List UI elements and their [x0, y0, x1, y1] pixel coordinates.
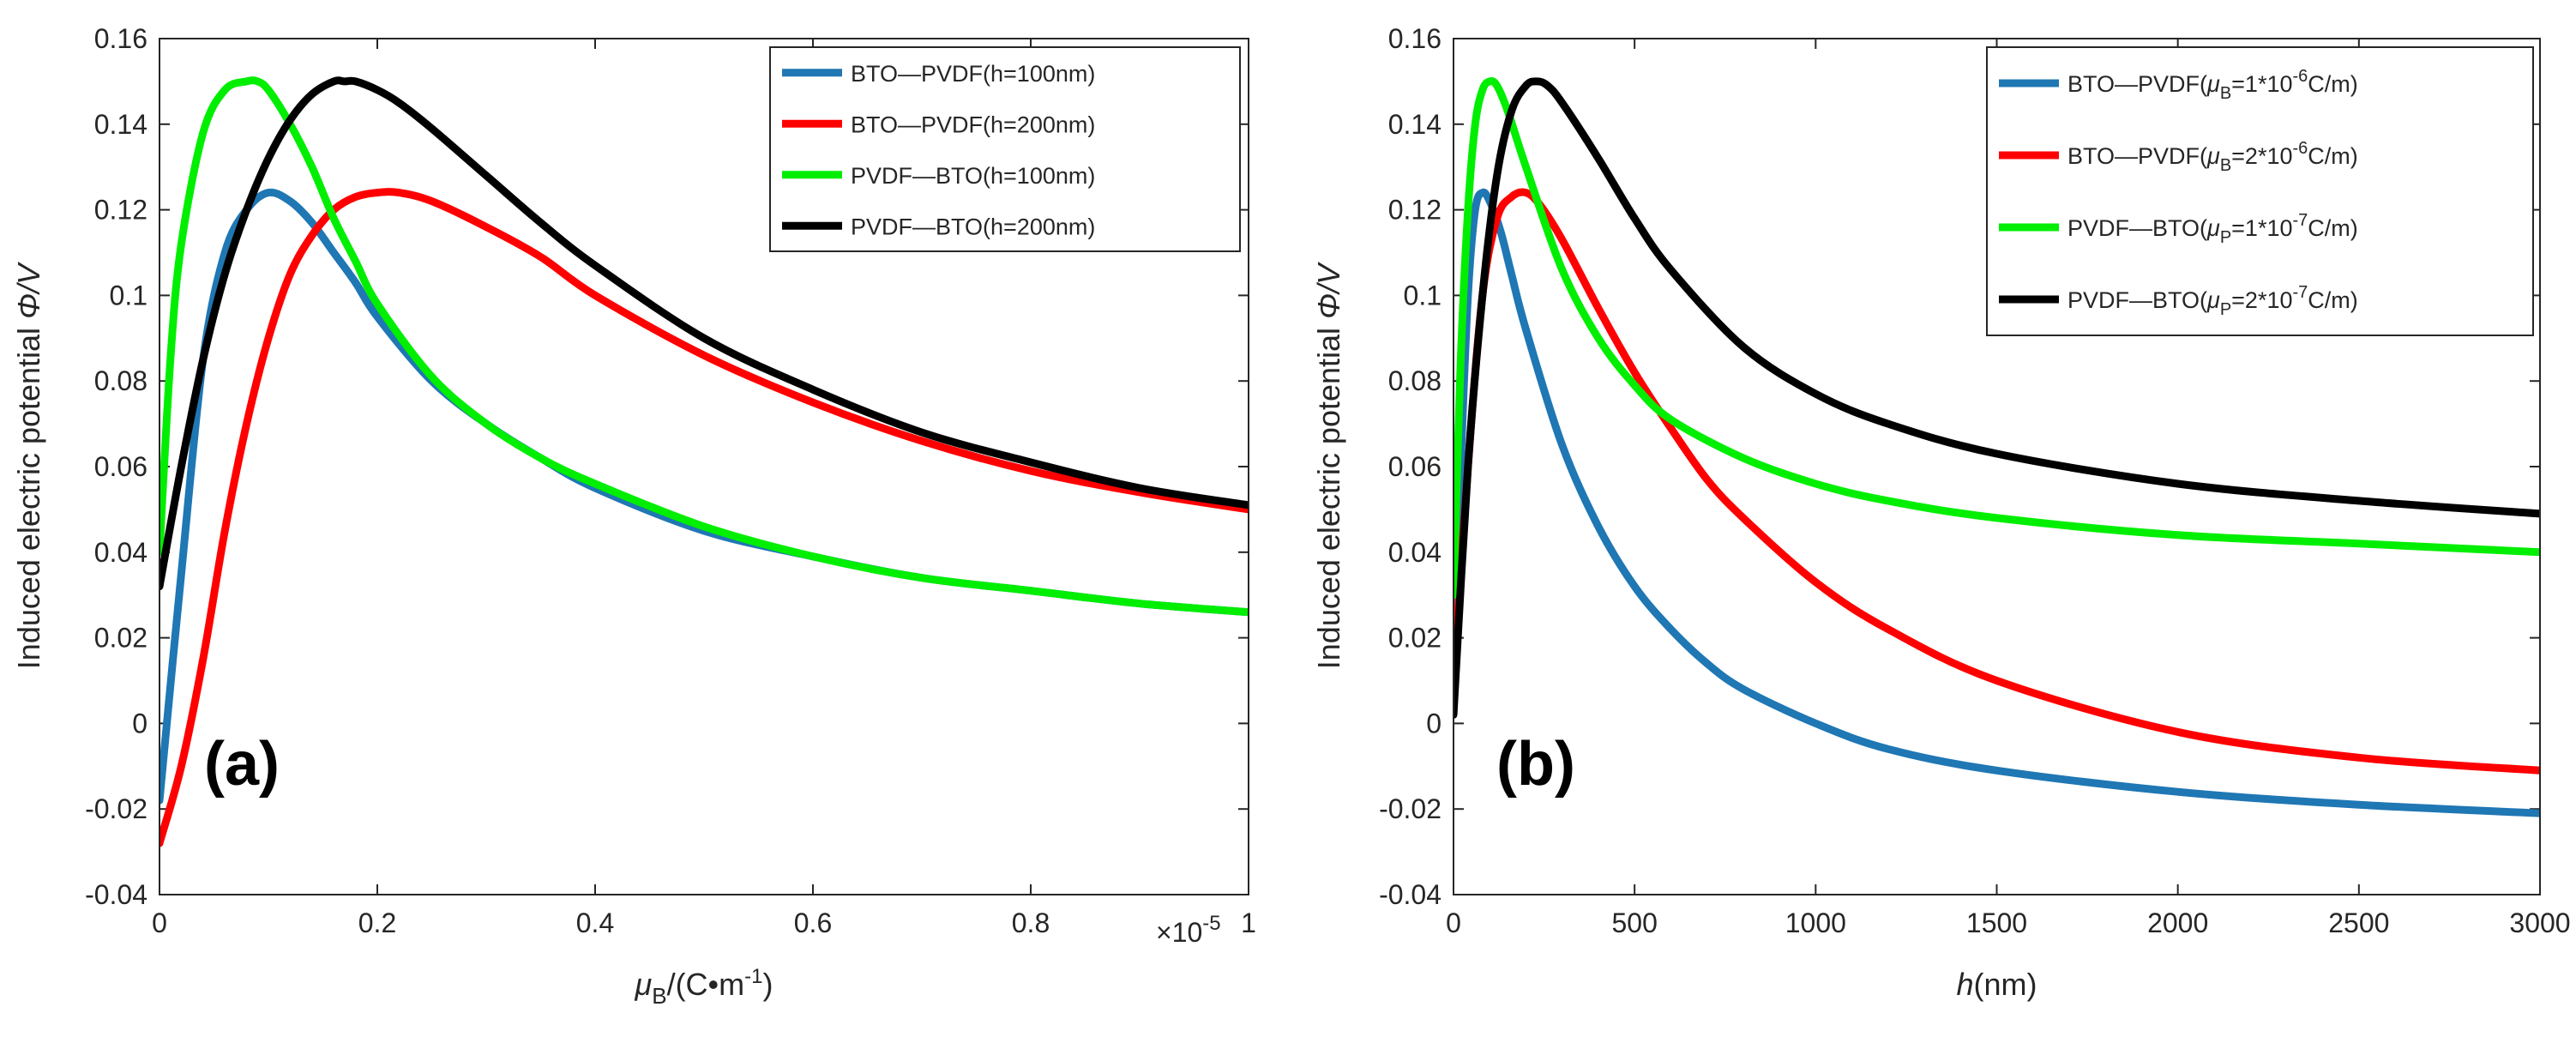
x-tick-label: 3000	[2509, 907, 2570, 938]
legend: BTO—PVDF(h=100nm) BTO—PVDF(h=200nm) PVDF—B…	[769, 46, 1241, 252]
y-tick-label: 0.06	[1388, 451, 1441, 482]
y-axis-label: Induced electric potential Φ/V	[1311, 262, 1346, 669]
y-tick-label: -0.02	[1379, 793, 1441, 824]
y-tick-label: -0.04	[85, 879, 147, 910]
y-tick-label: 0.02	[1388, 623, 1441, 654]
legend-label-1: BTO—PVDF(h=100nm)	[851, 61, 1095, 87]
x-tick-label: 0.6	[794, 907, 832, 938]
y-tick-label: 0.14	[1388, 109, 1441, 140]
chart-panel-b: -0.04 -0.02 0 0.02 0.04 0.06 0.08 0.1 0.12 0.14 0.…	[1311, 23, 2571, 1002]
x-tick-label: 1500	[1966, 907, 2027, 938]
series-line-4	[1454, 77, 2540, 719]
x-tick-label: 1000	[1785, 907, 1846, 938]
legend-label-3: PVDF—BTO(h=100nm)	[851, 163, 1095, 189]
y-tick-label: 0.12	[1388, 195, 1441, 226]
y-tick-label: 0.02	[94, 623, 147, 654]
y-tick-label: 0.1	[1404, 280, 1441, 310]
x-axis-exponent: ×10-5	[1156, 912, 1221, 948]
y-tick-label: 0.04	[1388, 537, 1441, 568]
legend-label-4: PVDF—BTO(h=200nm)	[851, 214, 1095, 239]
y-tick-label: 0.14	[94, 109, 147, 140]
x-tick-label: 1	[1241, 907, 1256, 938]
y-tick-label: 0.06	[94, 451, 147, 482]
y-tick-label: 0	[1426, 708, 1441, 739]
y-axis-label: Induced electric potential Φ/V	[11, 262, 46, 669]
x-tick-label: 0.4	[576, 907, 614, 938]
series-line-3	[159, 76, 1249, 617]
legend-box	[769, 46, 1241, 252]
legend-label-4: PVDF—BTO(μP=2*10-7C/m)	[2067, 283, 2358, 319]
y-tick-label: 0	[132, 708, 147, 739]
y-tick-label: 0.1	[110, 280, 147, 310]
series-line-2	[159, 188, 1249, 847]
legend-box	[1986, 46, 2534, 336]
legend-label-3: PVDF—BTO(μP=1*10-7C/m)	[2067, 211, 2358, 247]
x-tick-label: 2000	[2147, 907, 2208, 938]
legend-label-2: BTO—PVDF(h=200nm)	[851, 112, 1095, 137]
series-line-3	[1454, 77, 2540, 600]
x-tick-label: 500	[1611, 907, 1657, 938]
y-tick-label: 0.16	[1388, 23, 1441, 54]
axes-frame-top	[1453, 38, 2541, 895]
x-tick-label: 0.2	[358, 907, 396, 938]
legend-label-2: BTO—PVDF(μB=2*10-6C/m)	[2067, 139, 2358, 175]
x-axis-label: h(nm)	[1956, 967, 2037, 1002]
y-tick-label: -0.04	[1379, 879, 1441, 910]
x-tick-label: 2500	[2328, 907, 2389, 938]
series-line-4	[159, 76, 1249, 591]
legend: BTO—PVDF(μB=1*10-6C/m) BTO—PVDF(μB=2*10-6…	[1986, 46, 2534, 336]
panel-label: (b)	[1496, 730, 1575, 799]
series-line-1	[1454, 188, 2540, 817]
axes-frame-top	[159, 38, 1249, 895]
panel-label: (a)	[204, 730, 280, 799]
y-tick-label: 0.12	[94, 195, 147, 226]
y-tick-label: -0.02	[85, 793, 147, 824]
y-tick-label: 0.08	[1388, 365, 1441, 396]
x-axis-label: μB/(C•m-1)	[634, 965, 773, 1009]
y-tick-label: 0.04	[94, 537, 147, 568]
y-tick-label: 0.16	[94, 23, 147, 54]
series-line-1	[159, 188, 1249, 805]
legend-label-1: BTO—PVDF(μB=1*10-6C/m)	[2067, 67, 2358, 103]
y-tick-label: 0.08	[94, 365, 147, 396]
chart-panel-a: -0.04 -0.02 0 0.02 0.04 0.06 0.08 0.1 0.12 0.14 0.…	[11, 23, 1256, 1009]
x-tick-label: 0	[1446, 907, 1461, 938]
x-tick-label: 0.8	[1012, 907, 1050, 938]
x-tick-label: 0	[152, 907, 167, 938]
